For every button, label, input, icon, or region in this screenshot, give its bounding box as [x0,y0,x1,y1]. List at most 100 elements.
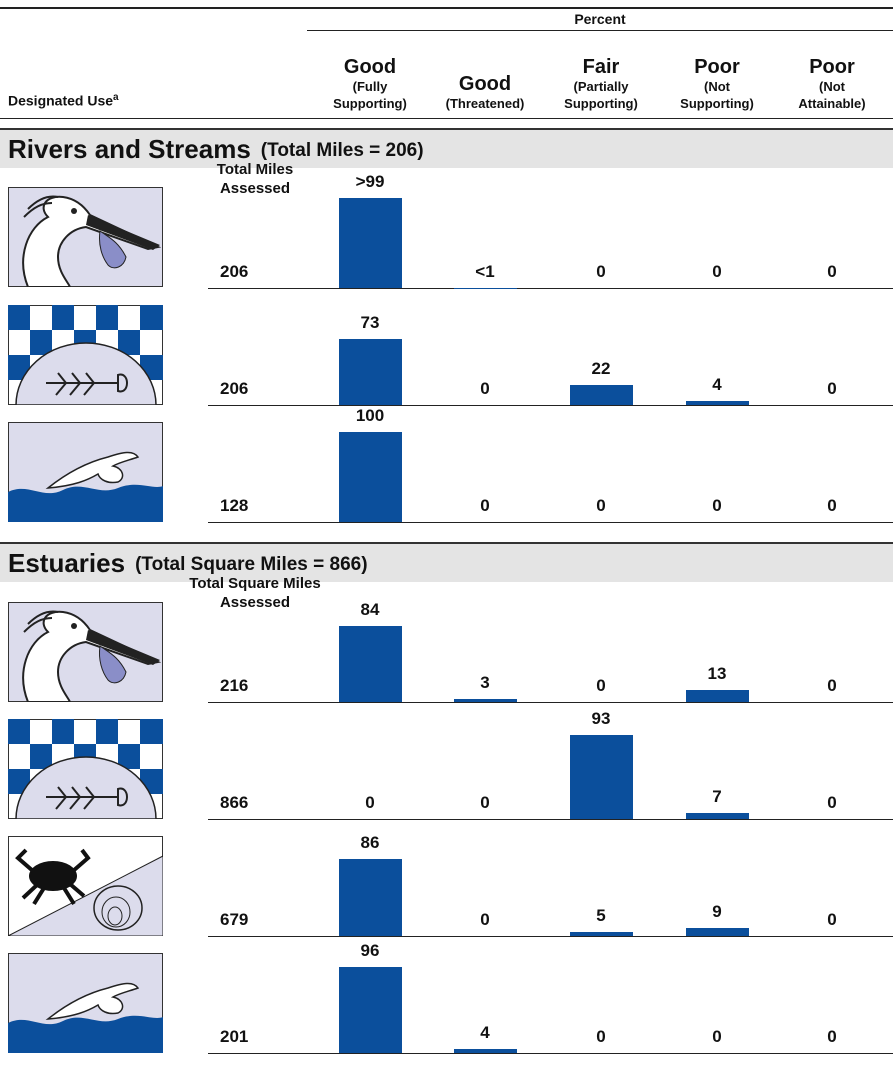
row-header-note: a [113,92,119,103]
value-label: 0 [480,910,490,929]
value-label: 0 [596,1027,606,1046]
total-value: 201 [220,1027,249,1046]
baseline [208,288,893,289]
bar [569,931,633,936]
column-header-main: Good [343,56,397,78]
section-title: Estuaries [8,547,126,578]
section-subtitle: (Total Square Miles = 866) [135,554,368,575]
value-label: 3 [480,673,490,693]
bar [338,339,402,405]
icon-fish [8,305,163,405]
row-header-text: Designated Use [8,92,114,109]
baseline [208,522,893,523]
total-value: 206 [220,262,249,281]
bar [338,432,402,522]
row-header: Designated Usea [8,92,119,109]
icon-heron [8,602,163,702]
section-band: Rivers and Streams (Total Miles = 206) [0,128,893,168]
total-value: 866 [220,793,249,812]
value-label: <1 [475,261,495,281]
column-header: Good (Fully Supporting) [315,40,425,112]
baseline [208,936,893,937]
value-label: 0 [480,379,490,398]
value-label: 13 [707,664,727,684]
baseline [208,819,893,820]
bar [569,735,633,819]
header-rule [307,30,893,31]
value-label: 0 [712,262,722,281]
icon-crab-oyster [8,836,163,936]
total-value: 679 [220,910,249,929]
top-rule [0,7,893,9]
bar [685,690,749,702]
value-label: 22 [591,359,611,379]
column-header-sub: (Not Attainable) [798,79,866,111]
value-label: 0 [827,1027,837,1046]
value-label: 4 [480,1023,490,1043]
bar [338,198,402,288]
value-label: 0 [827,676,837,695]
column-header-main: Fair [582,56,620,78]
value-label: 0 [480,793,490,812]
value-label: 96 [360,940,380,960]
value-label: 0 [827,379,837,398]
column-header-main: Poor [809,56,855,78]
value-label: >99 [355,172,385,192]
total-label: Total Square Miles Assessed [189,575,321,611]
icon-heron [8,187,163,287]
value-label: 84 [360,600,380,620]
value-label: 0 [365,793,375,812]
value-label: 7 [712,786,722,806]
column-header-main: Poor [694,56,740,78]
value-label: 5 [596,905,606,925]
section-band: Estuaries (Total Square Miles = 866) [0,542,893,582]
bar [338,966,402,1053]
column-header-sub: (Threatened) [445,96,525,111]
bar [453,699,517,702]
value-label: 0 [827,496,837,515]
bar [453,1049,517,1053]
icon-swimmer [8,422,163,522]
baseline [208,405,893,406]
header-bottom-rule [0,118,893,119]
section-title: Rivers and Streams [8,133,251,164]
value-label: 0 [827,793,837,812]
icon-fish [8,719,163,819]
value-label: 0 [827,262,837,281]
total-value: 206 [220,379,249,398]
column-header-sub: (Not Supporting) [680,79,754,111]
value-label: 0 [596,496,606,515]
bar [338,858,402,936]
bar [685,927,749,936]
column-header-main: Good [458,73,512,95]
total-value: 128 [220,496,249,515]
value-label: 0 [712,1027,722,1046]
total-label: Total Miles Assessed [216,161,294,197]
value-label: 86 [360,832,380,852]
value-label: 93 [591,709,611,729]
value-label: 0 [712,496,722,515]
value-label: 0 [827,910,837,929]
baseline [208,702,893,703]
value-label: 4 [712,375,722,395]
value-label: 73 [360,313,380,333]
value-label: 0 [596,262,606,281]
section-subtitle: (Total Miles = 206) [260,140,424,161]
column-header-sub: (Partially Supporting) [564,79,638,111]
bar [569,385,633,405]
total-value: 216 [220,676,249,695]
bar [685,401,749,405]
column-header: Poor (Not Attainable) [777,40,887,112]
baseline [208,1053,893,1054]
icon-swimmer [8,953,163,1053]
value-label: 100 [355,406,385,425]
column-header: Good (Threatened) [430,40,540,112]
column-header: Fair (Partially Supporting) [546,40,656,112]
header-group: Percent [574,11,626,27]
value-label: 9 [712,901,722,921]
value-label: 0 [596,676,606,695]
value-label: 0 [480,496,490,515]
bar [338,626,402,702]
column-header-sub: (Fully Supporting) [333,79,407,111]
